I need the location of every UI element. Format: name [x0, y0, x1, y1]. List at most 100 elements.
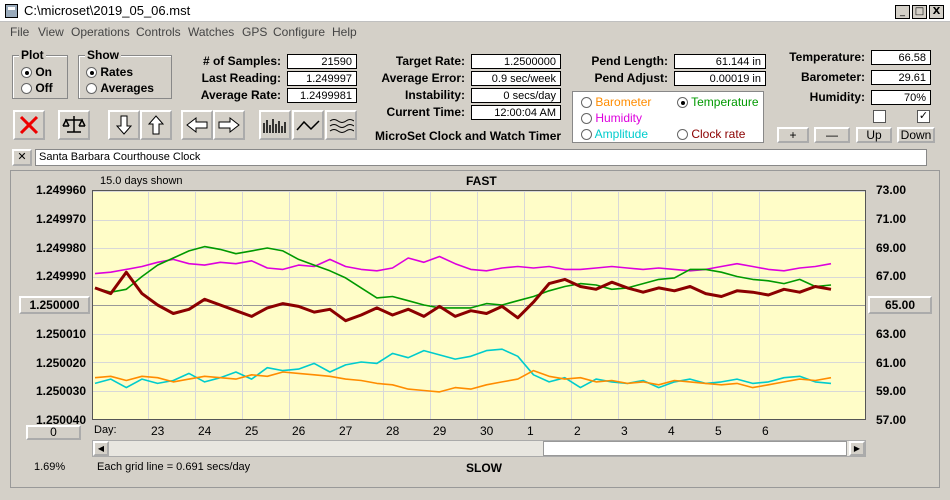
- right-axis-tick: 61.00: [876, 355, 907, 370]
- x-axis-tick: 3: [621, 424, 628, 438]
- sensor-clock-rate-radio[interactable]: Clock rate: [677, 127, 745, 141]
- line-view-button[interactable]: [292, 110, 324, 140]
- right-axis-tick: 57.00: [876, 413, 907, 427]
- menu-configure[interactable]: Configure: [273, 25, 326, 39]
- red-x-icon: [19, 115, 39, 135]
- left-axis-tick: 1.249980: [35, 240, 86, 255]
- clock-name-field[interactable]: Santa Barbara Courthouse Clock: [35, 149, 927, 166]
- arrow-up-icon: [147, 115, 165, 135]
- radio-dot: [21, 83, 32, 95]
- series-line-clock-rate: [94, 270, 832, 323]
- scroll-right-icon: ▶: [853, 444, 861, 453]
- x-axis-tick: 2: [574, 424, 581, 438]
- target-rate-label: Target Rate:: [395, 54, 465, 68]
- menu-watches[interactable]: Watches: [188, 25, 235, 39]
- up-button[interactable]: Up: [856, 127, 892, 143]
- clear-name-button[interactable]: ✕: [12, 149, 32, 166]
- menu-operations[interactable]: Operations: [71, 25, 130, 39]
- samples-value: 21590: [287, 54, 357, 69]
- samples-label: # of Samples:: [202, 54, 281, 68]
- sensor-temperature-radio[interactable]: Temperature: [677, 95, 759, 109]
- show-group: Show Rates Averages: [78, 48, 172, 99]
- sensor-clock-rate-label: Clock rate: [691, 127, 746, 141]
- series-line-humidity: [94, 255, 832, 275]
- menu-view[interactable]: View: [38, 25, 64, 39]
- bar-view-button[interactable]: [259, 110, 291, 140]
- series-line-amplitude: [94, 348, 832, 389]
- minimize-button[interactable]: _: [895, 5, 910, 19]
- x-axis-tick: 29: [433, 424, 447, 438]
- x-axis-tick: 26: [292, 424, 306, 438]
- scroll-left-button[interactable]: ◀: [93, 441, 109, 456]
- arrow-up-button[interactable]: [140, 110, 172, 140]
- scroll-thumb[interactable]: [543, 441, 847, 456]
- right-axis-tick: 69.00: [876, 240, 907, 255]
- wave-icon: [329, 119, 354, 133]
- arrow-down-button[interactable]: [108, 110, 140, 140]
- plot-on-radio[interactable]: On: [21, 65, 52, 79]
- chart-panel: [10, 170, 940, 488]
- right-axis-tick: 73.00: [876, 183, 907, 197]
- show-group-title: Show: [85, 48, 121, 62]
- percent-label: 1.69%: [34, 461, 66, 473]
- left-axis-tick: 1.250010: [35, 326, 86, 341]
- left-axis-tick: 1.249960: [35, 183, 86, 197]
- close-button[interactable]: X: [929, 5, 944, 19]
- menu-help[interactable]: Help: [332, 25, 357, 39]
- zero-button[interactable]: 0: [26, 425, 81, 440]
- current-time-value: 12:00:04 AM: [471, 105, 561, 120]
- radio-dot: [581, 129, 592, 141]
- radio-dot: [581, 113, 592, 125]
- window-title: C:\microset\2019_05_06.mst: [24, 3, 191, 18]
- average-error-value: 0.9 sec/week: [471, 71, 561, 86]
- stop-button[interactable]: [13, 110, 45, 140]
- down-button[interactable]: Down: [897, 127, 935, 143]
- x-axis-tick: 25: [245, 424, 259, 438]
- temperature-checkbox[interactable]: [873, 110, 886, 123]
- rate-center-button[interactable]: 1.250000: [19, 296, 90, 314]
- chart-svg: [93, 191, 865, 420]
- pend-adjust-value: 0.00019 in: [674, 71, 766, 86]
- menu-gps[interactable]: GPS: [242, 25, 268, 39]
- show-rates-radio[interactable]: Rates: [86, 65, 133, 79]
- current-time-label: Current Time:: [386, 105, 465, 119]
- pend-length-label: Pend Length:: [591, 54, 668, 68]
- left-axis-tick: 1.250030: [35, 384, 86, 399]
- sensor-barometer-label: Barometer: [595, 95, 652, 109]
- days-shown-label: 15.0 days shown: [100, 175, 183, 187]
- sensor-humidity-radio[interactable]: Humidity: [581, 111, 642, 125]
- barometer-value: 29.61: [871, 70, 931, 85]
- humidity-checkbox[interactable]: ✓: [917, 110, 930, 123]
- show-averages-radio[interactable]: Averages: [86, 81, 154, 95]
- sensor-barometer-radio[interactable]: Barometer: [581, 95, 651, 109]
- arrow-right-button[interactable]: [213, 110, 245, 140]
- sensor-amplitude-radio[interactable]: Amplitude: [581, 127, 648, 141]
- scroll-right-button[interactable]: ▶: [849, 441, 865, 456]
- left-axis-tick: 1.250040: [35, 413, 86, 427]
- sensor-center-button[interactable]: 65.00: [868, 296, 932, 314]
- radio-dot: [86, 83, 97, 95]
- wave-view-button[interactable]: [325, 110, 357, 140]
- humidity-value: 70%: [871, 90, 931, 105]
- grid-info-label: Each grid line = 0.691 secs/day: [97, 461, 251, 473]
- right-axis-tick: 71.00: [876, 211, 907, 226]
- last-reading-value: 1.249997: [287, 71, 357, 86]
- menu-file[interactable]: File: [10, 25, 30, 39]
- plus-button[interactable]: +: [777, 127, 809, 143]
- menu-controls[interactable]: Controls: [136, 25, 181, 39]
- minus-button[interactable]: —: [814, 127, 850, 143]
- right-axis: 73.00 71.00 69.00 67.00 63.00 61.00 59.00 57.00: [872, 183, 932, 427]
- arrow-left-button[interactable]: [181, 110, 213, 140]
- average-rate-label: Average Rate:: [200, 88, 281, 102]
- plot-off-radio[interactable]: Off: [21, 81, 53, 95]
- horizontal-scrollbar[interactable]: ◀ ▶: [92, 440, 866, 457]
- sensor-humidity-label: Humidity: [595, 111, 643, 125]
- show-averages-label: Averages: [100, 81, 154, 95]
- balance-button[interactable]: [58, 110, 90, 140]
- x-axis-tick: 24: [198, 424, 212, 438]
- left-axis-tick: 1.249970: [35, 211, 86, 226]
- temperature-value: 66.58: [871, 50, 931, 65]
- radio-dot: [21, 67, 32, 79]
- balance-scale-icon: [62, 116, 86, 133]
- maximize-button[interactable]: □: [912, 5, 927, 19]
